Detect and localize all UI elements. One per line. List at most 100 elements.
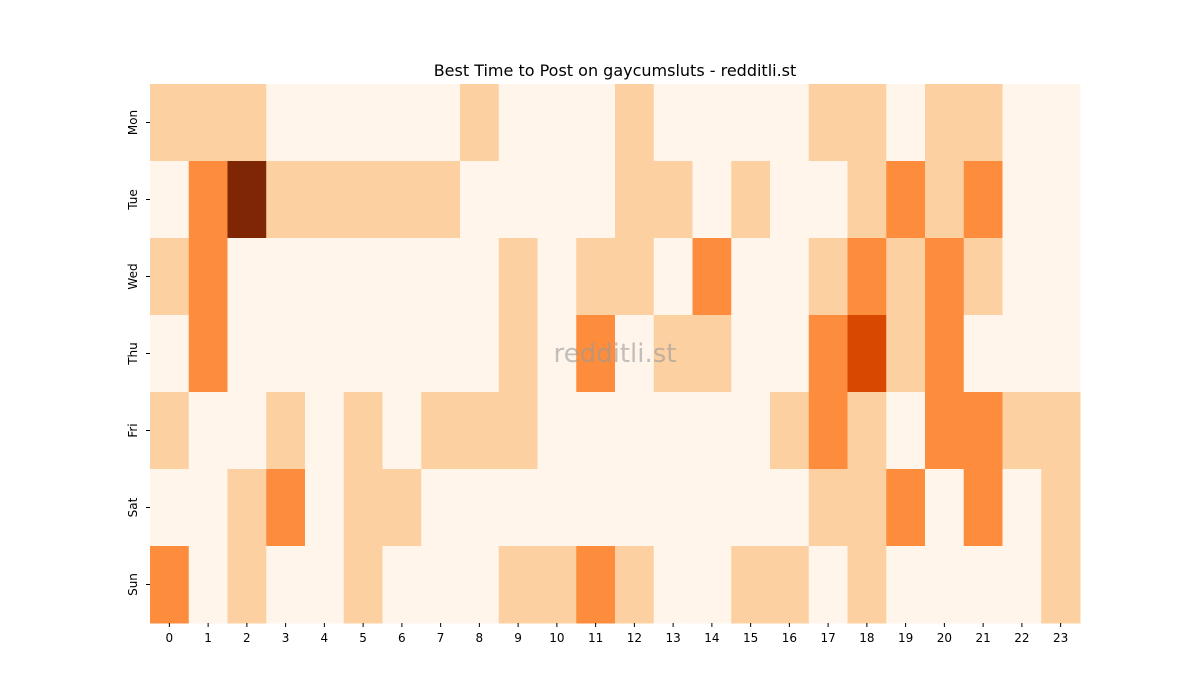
heatmap-cell-sun-14 [692, 546, 732, 624]
x-tick-label: 9 [514, 631, 522, 645]
heatmap-cell-wed-8 [460, 238, 500, 316]
x-tick-label: 4 [321, 631, 329, 645]
heatmap-cell-sun-12 [615, 546, 655, 624]
x-tick-label: 0 [166, 631, 174, 645]
x-tick-label: 8 [476, 631, 484, 645]
heatmap-cell-sun-8 [460, 546, 500, 624]
x-tick-label: 18 [859, 631, 874, 645]
heatmap-cell-sat-1 [188, 469, 228, 547]
heatmap-cell-thu-19 [886, 315, 926, 393]
heatmap-cell-thu-17 [808, 315, 848, 393]
heatmap-cell-wed-9 [498, 238, 538, 316]
heatmap-cell-wed-16 [770, 238, 810, 316]
heatmap-cell-sat-16 [770, 469, 810, 547]
heatmap-cell-tue-8 [460, 161, 500, 239]
x-tick-label: 1 [204, 631, 212, 645]
heatmap-cell-fri-10 [537, 392, 577, 470]
heatmap-cell-mon-11 [576, 84, 616, 162]
heatmap-cell-wed-13 [653, 238, 693, 316]
heatmap-cell-sat-23 [1041, 469, 1081, 547]
heatmap-cell-fri-8 [460, 392, 500, 470]
heatmap-cell-thu-12 [615, 315, 655, 393]
heatmap-cell-sat-8 [460, 469, 500, 547]
heatmap-cell-sat-22 [1002, 469, 1042, 547]
heatmap-cell-tue-22 [1002, 161, 1042, 239]
heatmap-cell-sun-19 [886, 546, 926, 624]
y-tick-label: Sat [126, 497, 140, 517]
heatmap-cell-sat-5 [343, 469, 383, 547]
heatmap-cell-tue-4 [305, 161, 345, 239]
heatmap-cell-fri-3 [266, 392, 306, 470]
x-tick-label: 11 [588, 631, 603, 645]
watermark-text: redditli.st [554, 339, 677, 369]
heatmap-cell-tue-0 [150, 161, 190, 239]
heatmap-cell-mon-8 [460, 84, 500, 162]
heatmap-cell-sat-14 [692, 469, 732, 547]
heatmap-cell-sat-10 [537, 469, 577, 547]
heatmap-cell-fri-19 [886, 392, 926, 470]
heatmap-cell-tue-13 [653, 161, 693, 239]
heatmap-cell-sun-15 [731, 546, 771, 624]
heatmap-cell-sat-12 [615, 469, 655, 547]
heatmap-cell-tue-9 [498, 161, 538, 239]
heatmap-cell-fri-21 [963, 392, 1003, 470]
heatmap-cell-wed-1 [188, 238, 228, 316]
heatmap-cell-mon-22 [1002, 84, 1042, 162]
heatmap-cell-fri-13 [653, 392, 693, 470]
heatmap-cell-mon-19 [886, 84, 926, 162]
heatmap-cell-sun-4 [305, 546, 345, 624]
heatmap-cell-tue-6 [382, 161, 422, 239]
heatmap-cell-tue-3 [266, 161, 306, 239]
heatmap-cell-sun-17 [808, 546, 848, 624]
heatmap-cell-sat-17 [808, 469, 848, 547]
x-tick-label: 17 [820, 631, 835, 645]
x-tick-label: 3 [282, 631, 290, 645]
heatmap-cell-fri-12 [615, 392, 655, 470]
heatmap-cell-sat-9 [498, 469, 538, 547]
heatmap-cell-sun-10 [537, 546, 577, 624]
heatmap-cell-mon-17 [808, 84, 848, 162]
heatmap-cell-tue-16 [770, 161, 810, 239]
heatmap-cell-wed-11 [576, 238, 616, 316]
heatmap-cell-tue-23 [1041, 161, 1081, 239]
heatmap-cell-tue-5 [343, 161, 383, 239]
heatmap-cell-mon-16 [770, 84, 810, 162]
heatmap-cell-mon-15 [731, 84, 771, 162]
y-tick-label: Thu [126, 342, 140, 366]
heatmap-cell-mon-12 [615, 84, 655, 162]
heatmap-cell-sat-3 [266, 469, 306, 547]
x-tick-label: 14 [704, 631, 719, 645]
heatmap-cells [150, 84, 1081, 624]
heatmap-cell-thu-5 [343, 315, 383, 393]
y-tick-label: Wed [126, 263, 140, 289]
heatmap-cell-mon-3 [266, 84, 306, 162]
heatmap-cell-sat-6 [382, 469, 422, 547]
heatmap-cell-mon-10 [537, 84, 577, 162]
heatmap-cell-sat-4 [305, 469, 345, 547]
heatmap-cell-wed-0 [150, 238, 190, 316]
heatmap-cell-sun-7 [421, 546, 461, 624]
heatmap-cell-wed-4 [305, 238, 345, 316]
heatmap-cell-wed-10 [537, 238, 577, 316]
heatmap-cell-thu-14 [692, 315, 732, 393]
heatmap-cell-wed-21 [963, 238, 1003, 316]
heatmap-cell-fri-22 [1002, 392, 1042, 470]
heatmap-cell-thu-0 [150, 315, 190, 393]
heatmap-cell-sat-19 [886, 469, 926, 547]
heatmap-cell-wed-19 [886, 238, 926, 316]
heatmap-cell-thu-8 [460, 315, 500, 393]
heatmap-cell-tue-20 [925, 161, 965, 239]
heatmap-cell-fri-11 [576, 392, 616, 470]
heatmap-cell-tue-19 [886, 161, 926, 239]
y-tick-label: Mon [126, 110, 140, 135]
heatmap-cell-thu-22 [1002, 315, 1042, 393]
heatmap-cell-sat-2 [227, 469, 267, 547]
heatmap-cell-thu-13 [653, 315, 693, 393]
heatmap-cell-mon-0 [150, 84, 190, 162]
heatmap-cell-mon-21 [963, 84, 1003, 162]
heatmap-cell-fri-16 [770, 392, 810, 470]
heatmap-cell-wed-20 [925, 238, 965, 316]
heatmap-cell-fri-14 [692, 392, 732, 470]
heatmap-cell-sun-1 [188, 546, 228, 624]
